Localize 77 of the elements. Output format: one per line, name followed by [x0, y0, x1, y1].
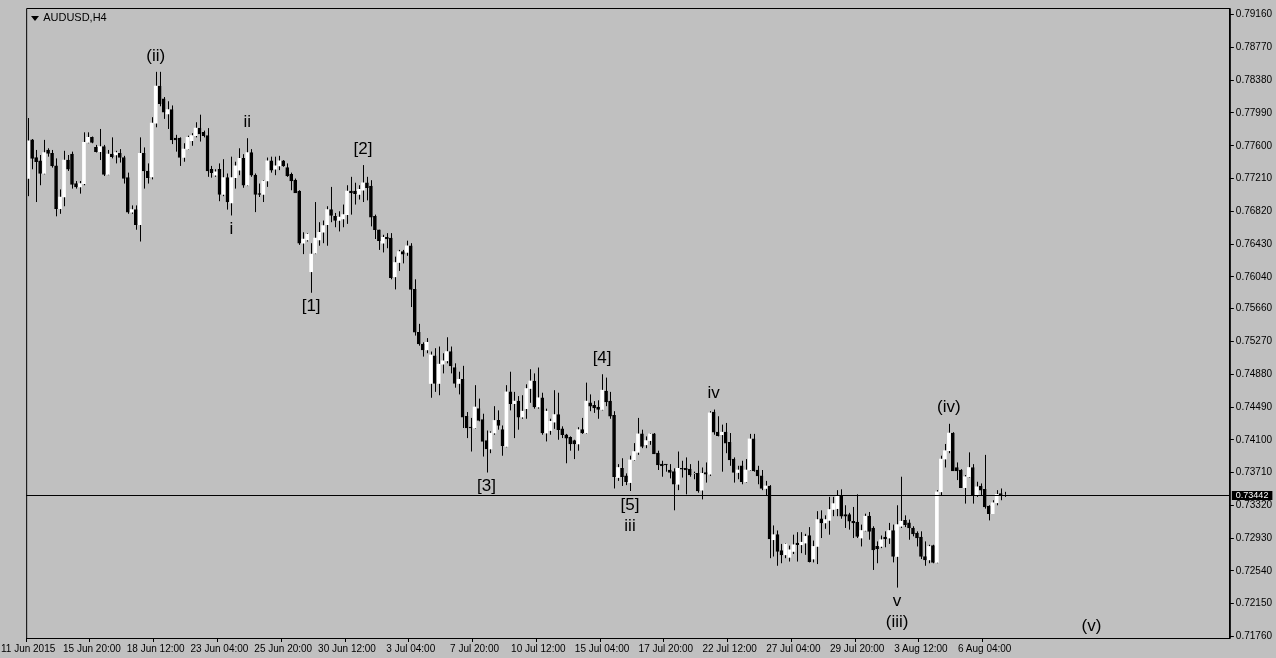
candlestick — [106, 149, 110, 176]
y-tick-label: 0.74100 — [1235, 433, 1273, 445]
y-tick-label: 0.75660 — [1235, 302, 1273, 314]
y-tick-label: 0.76040 — [1235, 270, 1273, 282]
candlestick — [656, 450, 660, 471]
x-tick-label: 23 Jun 04:00 — [190, 642, 249, 654]
candlestick — [608, 391, 612, 420]
candlestick — [325, 205, 329, 247]
annotation: iii — [624, 515, 636, 535]
x-tick-label: 29 Jul 20:00 — [829, 642, 885, 654]
chart-title: AUDUSD,H4 — [43, 11, 107, 23]
y-tick-label: 0.72540 — [1235, 564, 1273, 576]
annotation: (v) — [1081, 615, 1102, 635]
y-tick-label: 0.76430 — [1235, 237, 1273, 249]
x-tick-label: 10 Jul 12:00 — [511, 642, 566, 654]
y-tick-label: 0.79160 — [1235, 8, 1273, 20]
y-tick-label: 0.76820 — [1235, 205, 1273, 217]
candlestick — [30, 138, 34, 170]
candlestick — [329, 186, 333, 223]
candlestick — [365, 176, 369, 201]
x-tick-label: 25 Jun 20:00 — [254, 642, 313, 654]
annotation: iv — [707, 383, 721, 403]
candlestick — [679, 460, 684, 479]
candlestick — [927, 544, 931, 564]
annotation: [5] — [620, 494, 640, 514]
y-tick-label: 0.77600 — [1235, 139, 1273, 151]
candlestick — [871, 525, 875, 571]
candlestick — [604, 377, 608, 407]
annotation: [1] — [301, 296, 321, 316]
x-tick-label: 30 Jun 12:00 — [318, 642, 377, 654]
annotation: (iv) — [937, 397, 961, 417]
candlestick — [353, 182, 357, 206]
annotation: (ii) — [146, 45, 166, 65]
y-tick-label: 0.71760 — [1235, 630, 1273, 642]
y-tick-label: 0.74490 — [1235, 400, 1273, 412]
ref-line-label: 0.73442 — [1235, 489, 1269, 500]
annotation: ii — [243, 111, 252, 131]
x-tick-label: 11 Jun 2015 — [1, 642, 56, 654]
y-tick-label: 0.73710 — [1235, 466, 1273, 478]
y-tick-label: 0.72930 — [1235, 531, 1273, 543]
candlestick — [907, 519, 911, 541]
annotation: v — [892, 591, 902, 611]
x-tick-label: 3 Aug 12:00 — [894, 642, 949, 654]
candlestick — [875, 540, 879, 564]
y-tick-label: 0.73320 — [1235, 499, 1273, 511]
x-tick-label: 3 Jul 04:00 — [386, 642, 436, 654]
y-tick-label: 0.72150 — [1235, 597, 1273, 609]
x-tick-label: 18 Jun 12:00 — [126, 642, 186, 654]
x-tick-label: 27 Jul 04:00 — [766, 642, 822, 654]
candlestick — [468, 417, 473, 453]
candlestick — [703, 461, 708, 484]
candlestick — [141, 146, 146, 190]
x-tick-label: 7 Jul 20:00 — [450, 642, 500, 654]
x-tick-label: 17 Jul 20:00 — [638, 642, 694, 654]
annotation: i — [229, 219, 234, 239]
candlestick — [110, 136, 114, 159]
x-tick-label: 6 Aug 04:00 — [958, 642, 1012, 654]
candlestick — [640, 429, 644, 449]
annotation: [2] — [353, 138, 373, 158]
candlestick — [38, 154, 42, 186]
annotation: (iii) — [885, 612, 909, 632]
y-tick-label: 0.74880 — [1235, 367, 1273, 379]
x-tick-label: 22 Jul 12:00 — [702, 642, 758, 654]
candlestick — [34, 149, 38, 203]
candlestick — [309, 242, 313, 294]
candlestick — [719, 424, 724, 473]
annotation: [4] — [592, 347, 612, 367]
y-tick-label: 0.75270 — [1235, 335, 1273, 347]
y-tick-label: 0.78770 — [1235, 41, 1273, 53]
candlestick — [923, 540, 927, 567]
y-tick-label: 0.78380 — [1235, 73, 1273, 85]
annotation: [3] — [477, 476, 496, 496]
y-tick-label: 0.77990 — [1235, 106, 1273, 118]
y-tick-label: 0.77210 — [1235, 172, 1273, 184]
x-tick-label: 15 Jun 20:00 — [63, 642, 122, 654]
x-tick-label: 15 Jul 04:00 — [574, 642, 630, 654]
candlestick — [373, 214, 377, 240]
